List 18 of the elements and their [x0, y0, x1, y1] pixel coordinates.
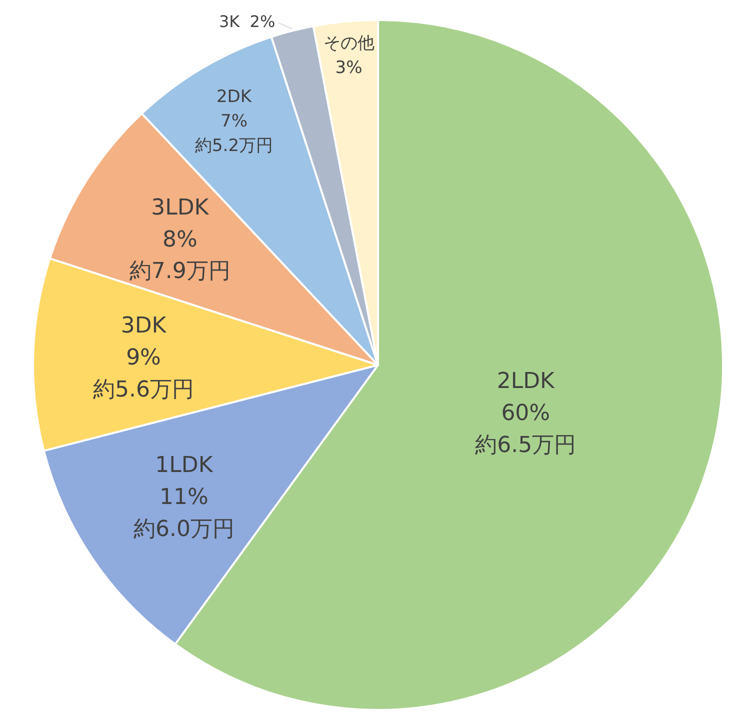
slice-label: 1LDK	[155, 452, 214, 478]
text: 約6.0万円	[133, 516, 234, 542]
data-label: 60%	[501, 400, 550, 426]
slice-label: 3K 2%	[218, 12, 276, 31]
slice-label: その他	[323, 34, 374, 54]
text: 約5.2万円	[194, 136, 274, 156]
data-label: 11%	[160, 484, 208, 510]
slice-label: 3LDK	[151, 194, 210, 220]
data-label: 3%	[335, 58, 362, 78]
slice-label: 2LDK	[496, 368, 556, 394]
text: 約5.6万円	[93, 377, 194, 402]
text: 約7.9万円	[129, 258, 230, 284]
text: 約6.5万円	[475, 432, 576, 458]
data-label: 9%	[126, 345, 161, 370]
slice-label: 3DK	[120, 313, 167, 338]
data-label: 7%	[220, 111, 248, 132]
data-label: 8%	[162, 226, 198, 252]
slice-label: 2DK	[216, 86, 252, 107]
